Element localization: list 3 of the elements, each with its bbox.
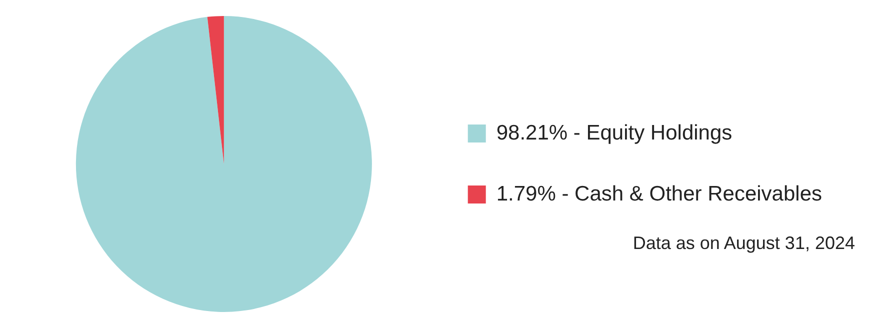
text: Data as on August 31, 2024: [632, 233, 855, 254]
legend-label: 1.79% - Cash & Other Receivables: [496, 182, 822, 206]
legend-label: 98.21% - Equity Holdings: [496, 121, 732, 144]
